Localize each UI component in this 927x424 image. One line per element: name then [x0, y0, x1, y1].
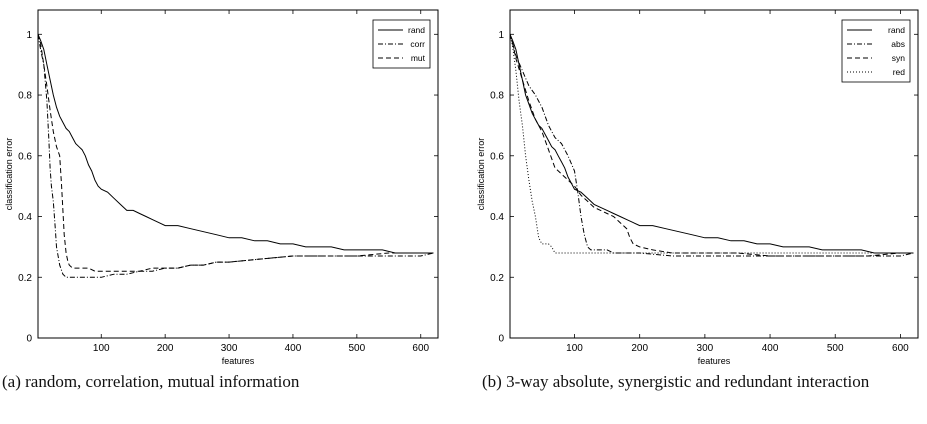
y-axis-label: classification error: [4, 138, 14, 211]
x-tick-label: 500: [349, 343, 366, 354]
caption-b: (b) 3-way absolute, synergistic and redu…: [482, 372, 870, 391]
x-tick-label: 500: [827, 343, 844, 354]
legend-label-corr: corr: [410, 39, 425, 49]
chart-b: 100 200 300 400 500 600 0 0.2 0.4 0.6 0.8 1 features…: [476, 9, 919, 366]
legend-label-abs: abs: [891, 39, 905, 49]
legend-label-rand: rand: [888, 25, 905, 35]
y-tick-label: 0.8: [490, 91, 504, 102]
figure: 100 200 300 400 500 600 0 0.2 0.4 0.6 0.8 1 features…: [4, 9, 919, 366]
plot-frame: [509, 9, 919, 339]
x-axis-label: features: [222, 356, 255, 366]
series-line-red: [509, 34, 914, 254]
series-line-rand: [37, 34, 434, 254]
x-tick-label: 200: [631, 343, 648, 354]
x-tick-label: 100: [93, 343, 110, 354]
x-tick-label: 100: [566, 343, 583, 354]
y-tick-label: 1: [498, 30, 504, 41]
legend-label-syn: syn: [892, 53, 906, 63]
y-tick-label: 1: [26, 30, 32, 41]
x-tick-label: 600: [892, 343, 909, 354]
x-tick-label: 400: [285, 343, 302, 354]
legend-label-rand: rand: [408, 25, 425, 35]
y-tick-label: 0.6: [490, 151, 504, 162]
y-tick-label: 0.6: [18, 151, 32, 162]
x-tick-label: 400: [762, 343, 779, 354]
plot-frame: [37, 9, 439, 339]
y-axis-label: classification error: [476, 138, 486, 211]
x-tick-label: 600: [412, 343, 429, 354]
x-axis-label: features: [698, 356, 731, 366]
y-tick-label: 0.4: [490, 212, 504, 223]
x-tick-label: 300: [697, 343, 714, 354]
series-line-syn: [509, 34, 914, 257]
y-tick-label: 0.2: [18, 273, 32, 284]
caption-a: (a) random, correlation, mutual informat…: [2, 372, 300, 391]
legend-label-red: red: [893, 67, 906, 77]
legend: rand abs syn red: [841, 19, 911, 83]
y-tick-label: 0.2: [490, 273, 504, 284]
y-tick-label: 0: [26, 334, 32, 345]
series-line-mut: [37, 34, 434, 272]
y-tick-label: 0.8: [18, 91, 32, 102]
y-tick-label: 0: [498, 334, 504, 345]
x-tick-label: 200: [157, 343, 174, 354]
series-line-abs: [509, 34, 914, 257]
x-tick-label: 300: [221, 343, 238, 354]
series-line-corr: [37, 34, 434, 278]
chart-a: 100 200 300 400 500 600 0 0.2 0.4 0.6 0.8 1 features…: [4, 9, 439, 366]
y-tick-label: 0.4: [18, 212, 32, 223]
legend: rand corr mut: [372, 19, 431, 69]
legend-label-mut: mut: [411, 53, 426, 63]
